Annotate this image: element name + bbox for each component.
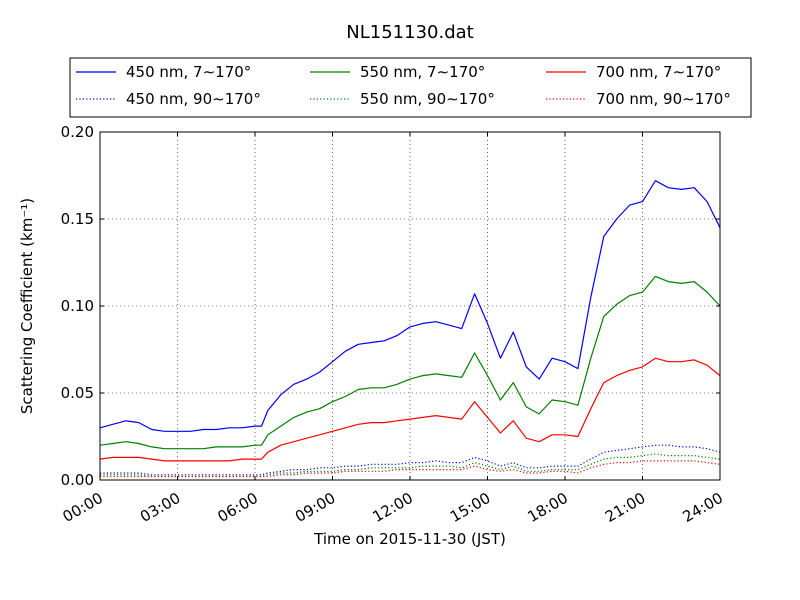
y-tick-label: 0.15 (61, 210, 94, 228)
y-tick-label: 0.20 (61, 123, 94, 141)
ticks (99, 131, 721, 481)
legend-label: 550 nm, 90∼170° (360, 90, 495, 108)
series-line-0 (99, 180, 721, 432)
y-tick-label: 0.10 (61, 297, 94, 315)
legend-label: 450 nm, 90∼170° (126, 90, 261, 108)
series-line-1 (100, 444, 721, 476)
x-tick-label: 03:00 (137, 489, 183, 526)
y-tick-label: 0.00 (61, 471, 94, 489)
y-axis-label: Scattering Coefficient (km⁻¹) (18, 198, 36, 414)
x-tick-label: 06:00 (215, 489, 261, 526)
series-line-2 (99, 275, 721, 450)
x-axis-label: Time on 2015-11-30 (JST) (313, 530, 506, 548)
x-tick-label: 18:00 (525, 489, 571, 526)
series-line-3 (100, 453, 721, 478)
legend-label: 550 nm, 7∼170° (360, 63, 485, 81)
series-line-5 (100, 460, 721, 478)
grid (100, 132, 720, 480)
x-tick-label: 24:00 (680, 489, 726, 526)
plot-series (99, 180, 721, 478)
x-tick-label: 12:00 (370, 489, 416, 526)
y-tick-label: 0.05 (61, 384, 94, 402)
tick-labels: 00:00 03:00 06:00 09:00 12:00 15:00 18:00 21:00… (60, 123, 726, 526)
legend-frame (69, 57, 752, 118)
x-tick-label: 15:00 (447, 489, 493, 526)
legend-label: 700 nm, 90∼170° (596, 90, 731, 108)
x-tick-label: 09:00 (292, 489, 338, 526)
series-line-4 (99, 357, 721, 462)
chart-title: NL151130.dat (346, 22, 473, 43)
legend: 450 nm, 7∼170° 450 nm, 90∼170° 550 nm, 7∼1… (69, 57, 752, 118)
x-tick-label: 00:00 (60, 489, 106, 526)
legend-label: 700 nm, 7∼170° (596, 63, 721, 81)
legend-label: 450 nm, 7∼170° (126, 63, 251, 81)
x-tick-label: 21:00 (602, 489, 648, 526)
